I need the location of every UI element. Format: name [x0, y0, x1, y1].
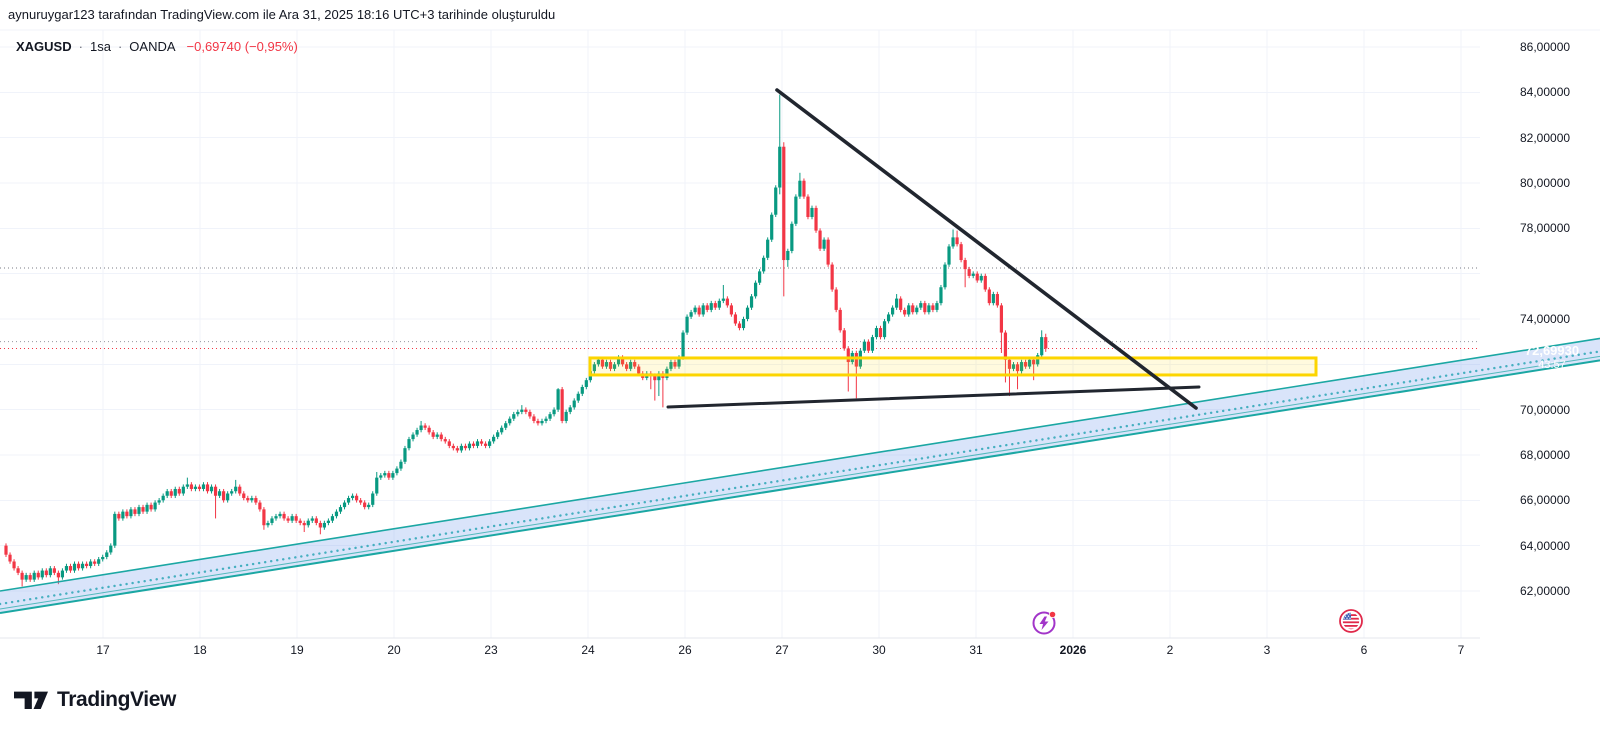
time-tick-label: 26 [678, 643, 692, 657]
last-price-value: 72,69930 [1524, 343, 1580, 359]
trendline-drawing [666, 88, 1201, 410]
tradingview-logo-text: TradingView [57, 688, 176, 711]
time-tick-label: 6 [1360, 643, 1368, 657]
grid-layer [0, 29, 1600, 639]
interval-label: 1sa [89, 39, 111, 54]
tradingview-logo-mark [14, 691, 48, 709]
price-tick-label: 80,00000 [1520, 175, 1571, 190]
exchange-label: OANDA [129, 39, 176, 54]
attribution-text: aynuruygar123 tarafından TradingView.com… [8, 7, 556, 22]
economic-event-us-flag-icon[interactable] [1336, 606, 1366, 636]
price-tick-label: 74,00000 [1520, 311, 1571, 326]
price-line-label: 76,24755 [1511, 257, 1593, 279]
last-price-label: 72,69930 43:57 [1511, 340, 1593, 374]
legend-separator: · [117, 39, 123, 54]
tradingview-logo[interactable]: TradingView [14, 688, 176, 712]
time-axis[interactable]: 17 18 19 20 23 24 26 27 30 31 2026 2 3 6 7 [0, 638, 1480, 666]
time-tick-label: 23 [484, 643, 498, 657]
price-tick-label: 64,00000 [1520, 538, 1571, 553]
price-lines-layer [0, 267, 1480, 349]
candlestick-layer [4, 94, 1048, 587]
price-line-value: 76,24755 [1524, 260, 1580, 276]
price-axis[interactable]: 86,00000 84,00000 82,00000 80,00000 78,00000… [1480, 30, 1600, 638]
time-tick-label: 3 [1263, 643, 1271, 657]
price-tick-label: 62,00000 [1520, 583, 1571, 598]
price-tick-label: 78,00000 [1520, 221, 1571, 236]
time-tick-label: 27 [775, 643, 789, 657]
price-tick-label: 70,00000 [1520, 402, 1571, 417]
symbol-name: XAGUSD [16, 39, 72, 54]
price-tick-label: 84,00000 [1520, 85, 1571, 100]
price-tick-label: 86,00000 [1520, 40, 1571, 54]
time-tick-label: 19 [290, 643, 304, 657]
time-tick-label: 2 [1166, 643, 1174, 657]
time-tick-label: 18 [193, 643, 207, 657]
bar-countdown: 43:57 [1538, 359, 1566, 372]
time-tick-label: 30 [872, 643, 886, 657]
symbol-legend[interactable]: XAGUSD · 1sa · OANDA −0,69740 (−0,95%) [16, 39, 298, 54]
time-tick-label: 31 [969, 643, 983, 657]
change-label: −0,69740 (−0,95%) [186, 39, 298, 54]
price-tick-label: 66,00000 [1520, 493, 1571, 508]
price-tick-label: 68,00000 [1520, 447, 1571, 462]
time-tick-label: 17 [96, 643, 110, 657]
time-tick-label: 20 [387, 643, 401, 657]
price-tick-label: 82,00000 [1520, 130, 1571, 145]
legend-separator: · [78, 39, 83, 54]
parallel-channel-drawing [0, 337, 1600, 614]
economic-event-lightning-icon[interactable] [1030, 607, 1060, 637]
time-tick-label: 2026 [1059, 643, 1087, 657]
time-tick-label: 7 [1457, 643, 1465, 657]
time-tick-label: 24 [581, 643, 595, 657]
rectangle-drawing [588, 356, 1318, 377]
